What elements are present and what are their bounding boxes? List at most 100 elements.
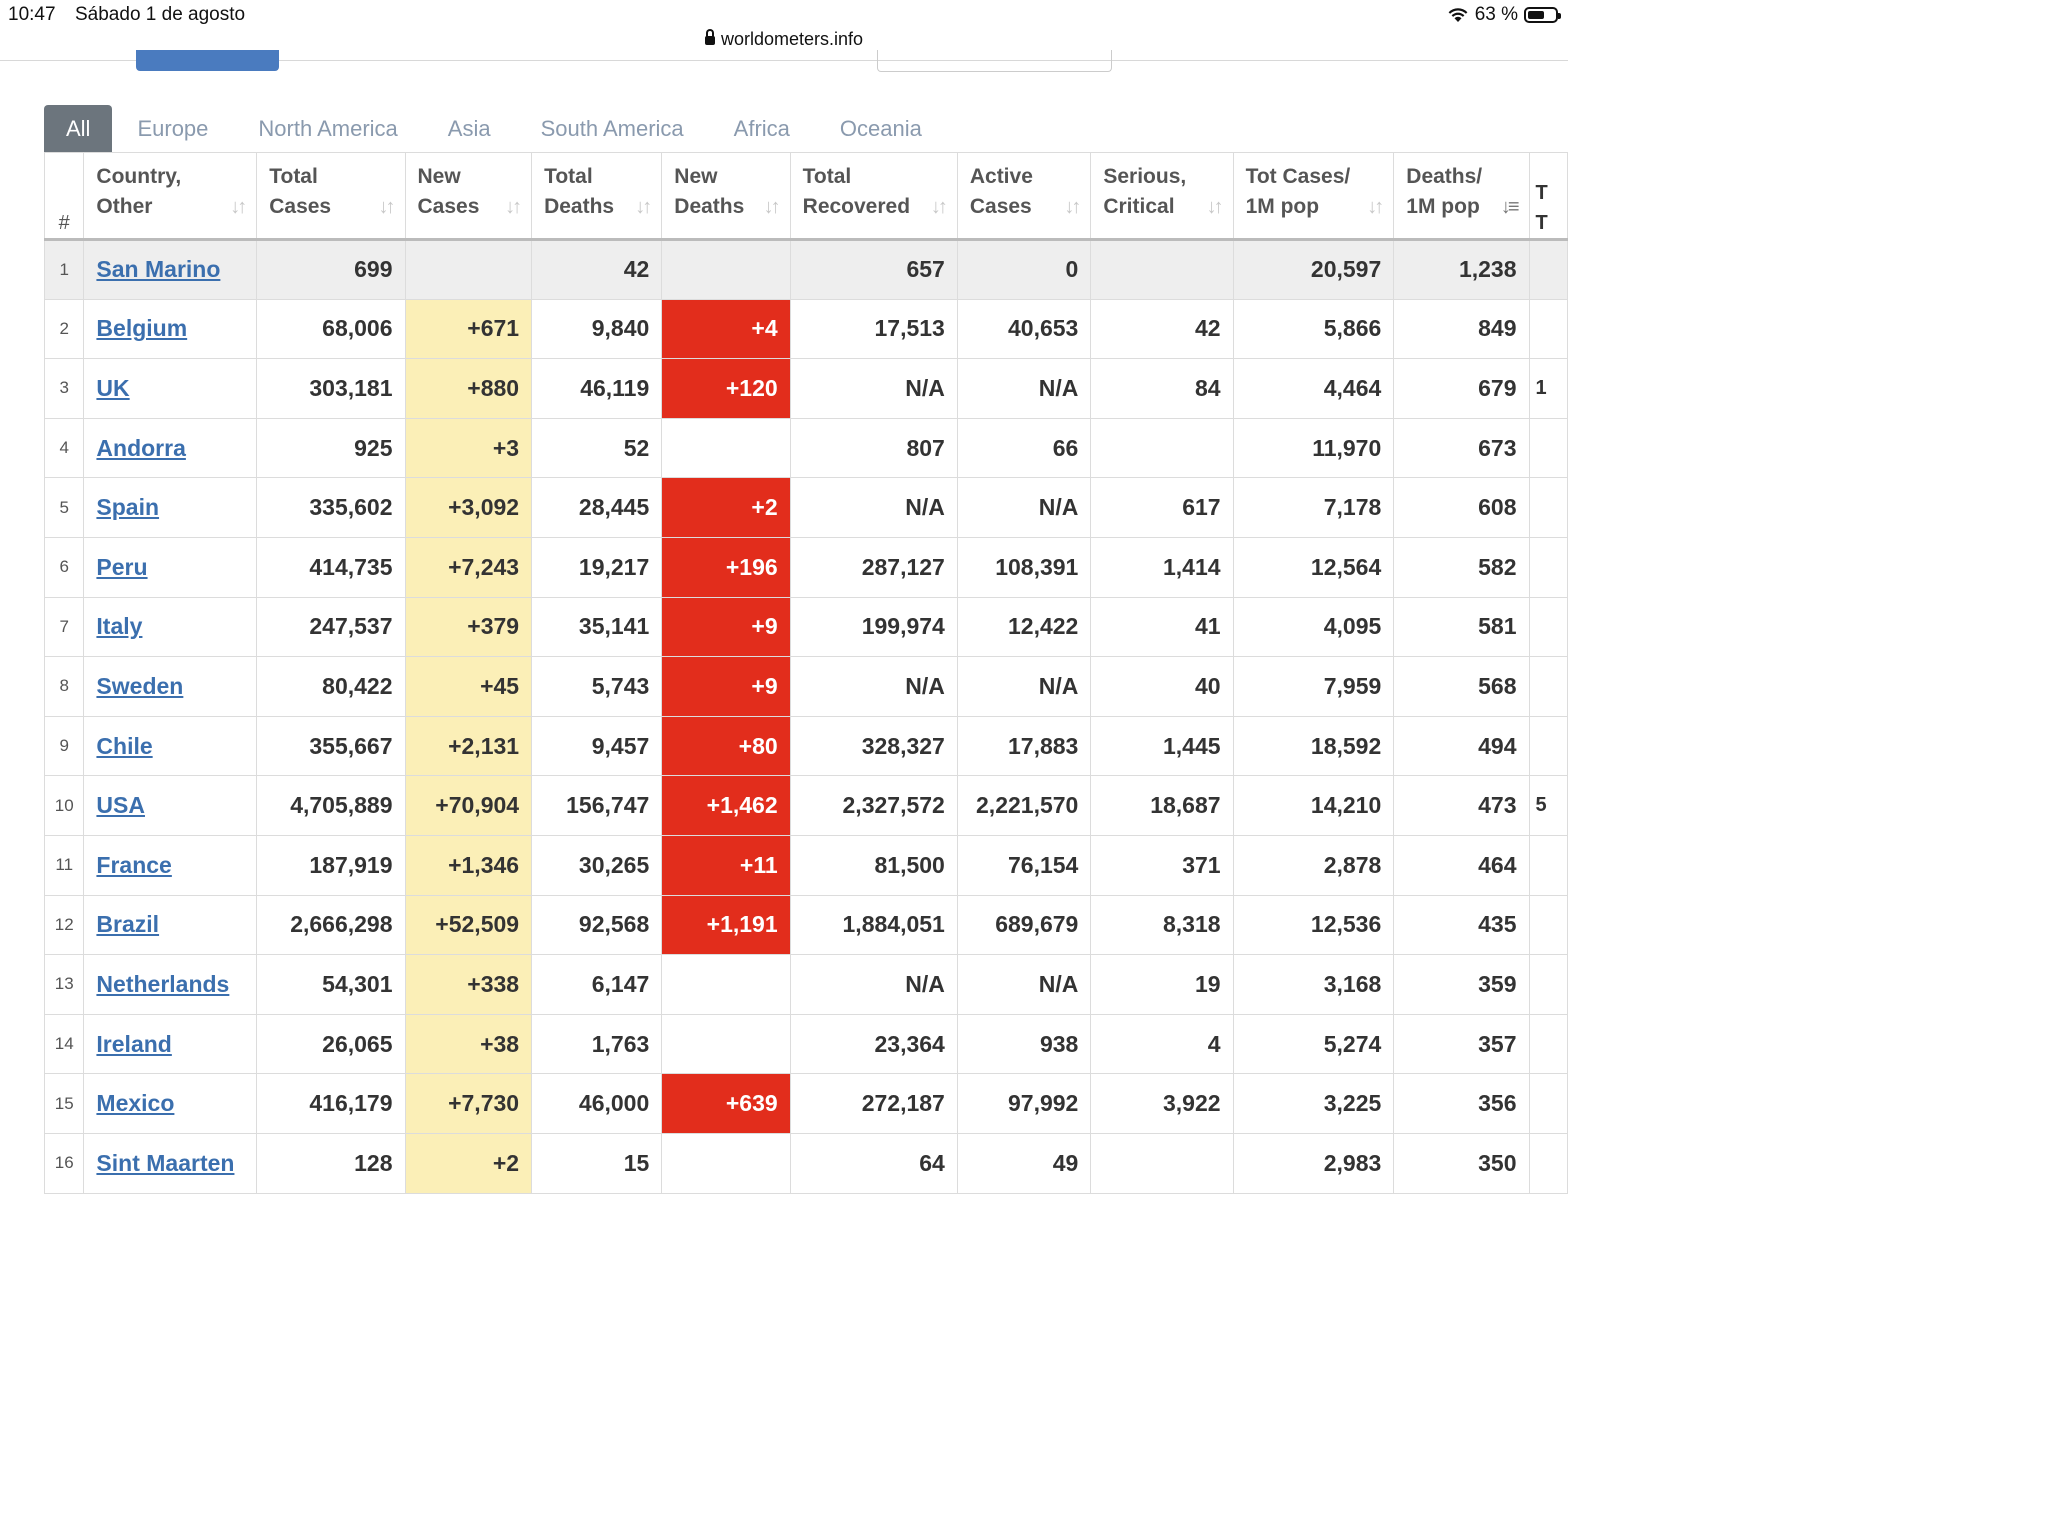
active-cases-cell: N/A (956, 954, 1092, 1015)
total-deaths-cell: 19,217 (531, 536, 663, 598)
partial-button[interactable] (136, 50, 279, 71)
country-cell: Spain (83, 477, 258, 538)
country-link[interactable]: Andorra (96, 434, 186, 461)
country-cell: France (83, 834, 258, 896)
sort-arrows-icon[interactable]: ↓↑ (763, 196, 781, 218)
next-column-cell (1528, 954, 1568, 1015)
header-tot-cases-per-million[interactable]: Tot Cases/1M pop ↓↑ (1232, 152, 1395, 241)
new-deaths-cell: +9 (661, 656, 791, 717)
country-link[interactable]: Sint Maarten (96, 1149, 235, 1176)
tab-all[interactable]: All (44, 105, 113, 153)
partial-search-input[interactable] (877, 50, 1112, 72)
new-deaths-cell (661, 417, 791, 479)
country-link[interactable]: Ireland (96, 1030, 172, 1057)
row-index: 14 (43, 1013, 85, 1075)
header-new-cases[interactable]: New Cases ↓↑ (404, 152, 533, 241)
url-bar[interactable]: worldometers.info (0, 29, 1568, 50)
total-recovered-cell: 1,884,051 (789, 894, 958, 956)
country-link[interactable]: San Marino (96, 256, 221, 283)
header-total-recovered[interactable]: Total Recovered ↓↑ (789, 152, 958, 241)
new-deaths-cell: +11 (661, 834, 791, 896)
country-cell: Sint Maarten (83, 1132, 258, 1194)
tab-north-america[interactable]: North America (258, 116, 398, 141)
row-index: 8 (43, 656, 85, 717)
new-cases-cell: +671 (404, 298, 533, 360)
header-country[interactable]: Country, Other ↓↑ (83, 152, 258, 241)
new-deaths-cell: +1,191 (661, 894, 791, 956)
country-link[interactable]: Netherlands (96, 970, 230, 997)
sort-arrows-icon[interactable]: ↓↑ (635, 196, 652, 218)
header-active-cases[interactable]: Active Cases ↓↑ (956, 152, 1092, 241)
new-cases-cell: +3 (404, 417, 533, 479)
tab-asia[interactable]: Asia (447, 116, 491, 141)
header-new-deaths[interactable]: New Deaths ↓↑ (661, 152, 791, 241)
sort-arrows-icon[interactable]: ↓↑ (505, 196, 522, 218)
country-link[interactable]: Peru (96, 553, 148, 580)
new-deaths-cell: +120 (661, 358, 791, 419)
new-deaths-cell (661, 239, 791, 300)
total-cases-cell: 80,422 (256, 656, 406, 717)
country-link[interactable]: Spain (96, 494, 160, 521)
total-recovered-cell: N/A (789, 954, 958, 1015)
total-cases-cell: 699 (256, 239, 406, 300)
header-deaths-per-million[interactable]: Deaths/1M pop ↓≡ (1393, 152, 1530, 241)
serious-critical-cell: 19 (1090, 954, 1234, 1015)
table-row: 2 Belgium 68,006 +671 9,840 +4 17,513 40,653 42 5… (43, 298, 1568, 360)
country-link[interactable]: UK (96, 374, 130, 401)
total-recovered-cell: 657 (789, 239, 958, 300)
total-recovered-cell: N/A (789, 358, 958, 419)
country-link[interactable]: USA (96, 792, 145, 819)
total-cases-cell: 355,667 (256, 715, 406, 777)
tot-cases-per-million-cell: 12,536 (1232, 894, 1395, 956)
new-cases-cell: +70,904 (404, 775, 533, 836)
header-total-cases[interactable]: Total Cases ↓↑ (256, 152, 406, 241)
new-cases-cell: +2 (404, 1132, 533, 1194)
serious-critical-cell: 4 (1090, 1013, 1234, 1075)
header-serious-critical[interactable]: Serious, Critical ↓↑ (1090, 152, 1234, 241)
new-deaths-cell: +9 (661, 596, 791, 658)
total-recovered-cell: N/A (789, 656, 958, 717)
country-link[interactable]: Brazil (96, 911, 160, 938)
country-link[interactable]: Italy (96, 613, 143, 640)
sort-arrows-icon[interactable]: ↓↑ (930, 196, 948, 218)
sort-arrows-icon[interactable]: ↓↑ (1367, 196, 1384, 218)
tab-europe[interactable]: Europe (137, 116, 209, 141)
table-row: 12 Brazil 2,666,298 +52,509 92,568 +1,191 1,88… (43, 894, 1568, 956)
next-column-cell (1528, 1132, 1568, 1194)
tab-south-america[interactable]: South America (540, 116, 684, 141)
sort-arrows-icon[interactable]: ↓↑ (230, 196, 247, 218)
sort-arrows-icon[interactable]: ↓↑ (378, 196, 396, 218)
next-column-cell (1528, 1013, 1568, 1075)
country-link[interactable]: Mexico (96, 1090, 175, 1117)
total-recovered-cell: 807 (789, 417, 958, 479)
new-deaths-cell (661, 1132, 791, 1194)
tab-oceania[interactable]: Oceania (839, 116, 922, 141)
new-cases-cell (404, 239, 533, 300)
country-cell: USA (83, 775, 258, 836)
header-index[interactable]: # (43, 152, 85, 241)
sort-arrows-icon[interactable]: ↓↑ (1064, 196, 1081, 218)
active-cases-cell: N/A (956, 477, 1092, 538)
country-link[interactable]: France (96, 851, 172, 878)
sort-arrows-icon[interactable]: ↓↑ (1206, 196, 1224, 218)
tot-cases-per-million-cell: 3,168 (1232, 954, 1395, 1015)
country-link[interactable]: Belgium (96, 315, 188, 342)
tab-africa[interactable]: Africa (733, 116, 790, 141)
row-index: 1 (43, 239, 85, 300)
country-cell: San Marino (83, 239, 258, 300)
deaths-per-million-cell: 494 (1393, 715, 1530, 777)
country-link[interactable]: Sweden (96, 672, 184, 699)
deaths-per-million-cell: 581 (1393, 596, 1530, 658)
header-total-deaths[interactable]: Total Deaths ↓↑ (531, 152, 663, 241)
total-cases-cell: 2,666,298 (256, 894, 406, 956)
active-cases-cell: 66 (956, 417, 1092, 479)
next-column-cell (1528, 596, 1568, 658)
covid-table: # Country, Other ↓↑ Total Cases ↓↑ New Cases ↓… (43, 152, 1568, 1194)
new-deaths-cell (661, 954, 791, 1015)
sort-desc-icon[interactable]: ↓≡ (1500, 196, 1520, 218)
serious-critical-cell: 617 (1090, 477, 1234, 538)
active-cases-cell: 76,154 (956, 834, 1092, 896)
total-recovered-cell: 64 (789, 1132, 958, 1194)
country-link[interactable]: Chile (96, 732, 153, 759)
